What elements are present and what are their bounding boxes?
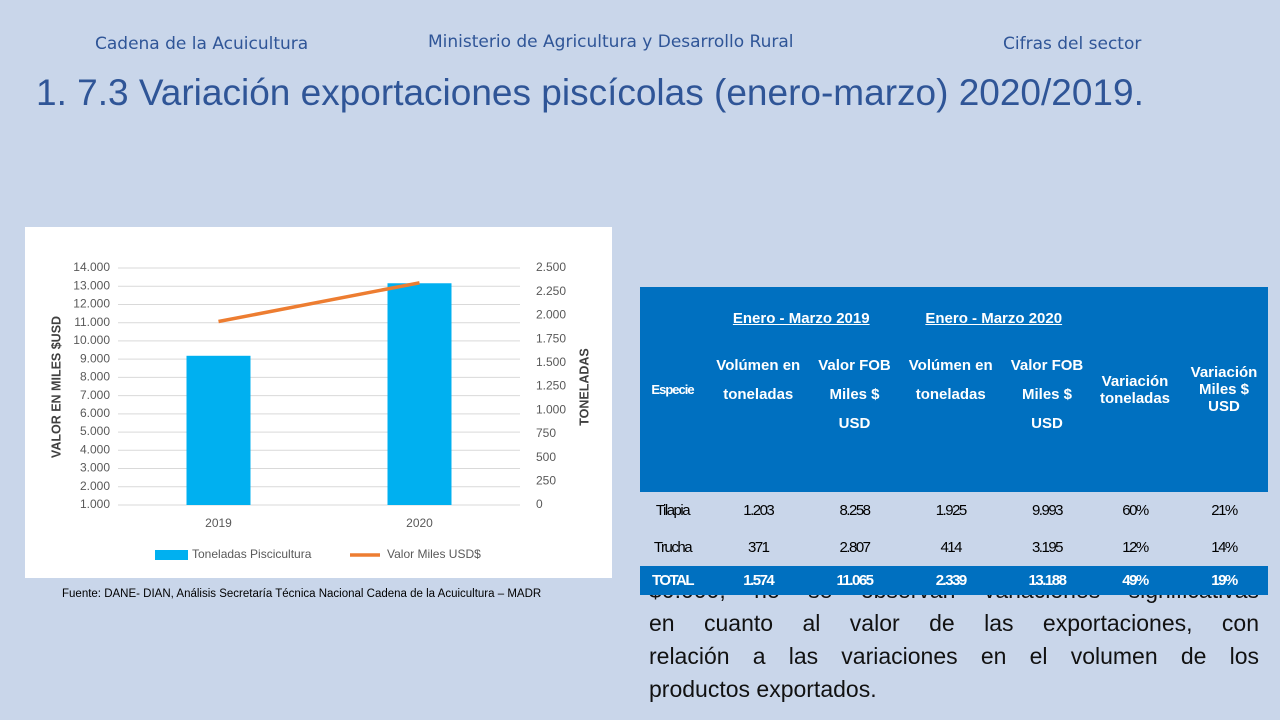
tick-label: 1.750 [536, 331, 566, 345]
table-cell: 1.203 [705, 492, 812, 529]
tick-label: 750 [536, 426, 556, 440]
table-cell: Trucha [640, 529, 705, 566]
paragraph-line: en cuanto al valor de las exportaciones,… [649, 610, 1259, 636]
table-cell: TOTAL [640, 566, 705, 595]
chart-box: 1.000 2.000 3.000 4.000 5.000 6.000 7.000 8.000… [25, 227, 612, 578]
paragraph-line: productos exportados. [649, 676, 877, 702]
tick-label: 13.000 [73, 278, 110, 292]
tick-label: 1.500 [536, 355, 566, 369]
tick-label: 10.000 [73, 333, 110, 347]
data-table: Especie Enero - Marzo 2019 Enero - Marzo 2… [640, 287, 1268, 595]
table-cell: 371 [705, 529, 812, 566]
tick-label: 7.000 [80, 388, 110, 402]
tick-label: 9.000 [80, 351, 110, 365]
x-tick-label: 2020 [406, 516, 433, 530]
table-cell: 12% [1090, 529, 1180, 566]
tick-label: 250 [536, 473, 556, 487]
table-cell: Volúmen en toneladas [897, 349, 1004, 492]
tick-label: 2.250 [536, 284, 566, 298]
tick-label: 12.000 [73, 297, 110, 311]
table-cell: Variación toneladas [1090, 287, 1180, 492]
tick-label: 8.000 [80, 370, 110, 384]
table-cell: 13.188 [1004, 566, 1090, 595]
y2-axis-label: TONELADAS [577, 348, 591, 426]
bar [186, 355, 251, 505]
table-cell: Valor FOB Miles $ USD [1004, 349, 1090, 492]
table-cell: 3.195 [1004, 529, 1090, 566]
tick-label: 11.000 [74, 315, 110, 329]
table-cell: Variación Miles $ USD [1180, 287, 1268, 492]
table-cell: Especie [640, 287, 705, 492]
legend-swatch [155, 550, 188, 560]
table-cell: 49% [1090, 566, 1180, 595]
header-right: Cifras del sector [1003, 34, 1142, 54]
table-row: Tilapia 1.203 8.258 1.925 9.993 60% 21% [640, 492, 1268, 529]
chart: 1.000 2.000 3.000 4.000 5.000 6.000 7.000 8.000… [49, 260, 591, 561]
tick-label: 6.000 [80, 406, 110, 420]
legend-label: Valor Miles USD$ [387, 547, 481, 561]
table-cell: Tilapia [640, 492, 705, 529]
tick-label: 3.000 [80, 461, 110, 475]
tick-label: 5.000 [80, 424, 110, 438]
table-cell: 1.925 [897, 492, 1004, 529]
table-cell: 2.339 [897, 566, 1004, 595]
table-cell: 2.807 [811, 529, 898, 566]
header-left: Cadena de la Acuicultura [95, 34, 309, 54]
tick-label: 14.000 [73, 260, 110, 274]
table-cell: Volúmen en toneladas [705, 349, 812, 492]
y-axis-label: VALOR EN MILES $USD [49, 316, 63, 458]
table-row: Trucha 371 2.807 414 3.195 12% 14% [640, 529, 1268, 566]
table-cell: 21% [1180, 492, 1268, 529]
tick-label: 1.000 [536, 402, 566, 416]
table-cell: 414 [897, 529, 1004, 566]
table-row: Especie Enero - Marzo 2019 Enero - Marzo 2… [640, 287, 1268, 492]
table-cell: 14% [1180, 529, 1268, 566]
x-tick-label: 2019 [205, 516, 232, 530]
table-row: Volúmen en toneladas Valor FOB Miles $ US… [640, 349, 1268, 492]
tick-label: 2.500 [536, 260, 566, 274]
tick-label: 500 [536, 450, 556, 464]
header-center: Ministerio de Agricultura y Desarrollo R… [428, 32, 794, 52]
tick-label: 2.000 [80, 479, 110, 493]
table-cell: 8.258 [811, 492, 898, 529]
table-cell: Enero - Marzo 2019 [705, 287, 898, 349]
table-cell: Enero - Marzo 2020 [897, 287, 1090, 349]
table-cell: 11.065 [811, 566, 898, 595]
table-row: TOTAL 1.574 11.065 2.339 13.188 49% 19% [640, 566, 1268, 595]
table-cell: 19% [1180, 566, 1268, 595]
bar [387, 283, 452, 505]
table-cell: 9.993 [1004, 492, 1090, 529]
tick-label: 1.000 [80, 497, 110, 511]
slide-title: 1. 7.3 Variación exportaciones piscícola… [36, 72, 1144, 113]
tick-label: 4.000 [80, 442, 110, 456]
tick-label: 0 [536, 497, 543, 511]
line [218, 281, 420, 324]
table-cell: 60% [1090, 492, 1180, 529]
legend-label: Toneladas Piscicultura [192, 547, 312, 561]
source-note: Fuente: DANE- DIAN, Análisis Secretaría … [62, 588, 542, 600]
tick-label: 2.000 [536, 308, 566, 322]
table-cell: Valor FOB Miles $ USD [811, 349, 898, 492]
paragraph-line: relación a las variaciones en el volumen… [649, 643, 1259, 669]
tick-label: 1.250 [536, 379, 566, 393]
table-cell: 1.574 [705, 566, 812, 595]
